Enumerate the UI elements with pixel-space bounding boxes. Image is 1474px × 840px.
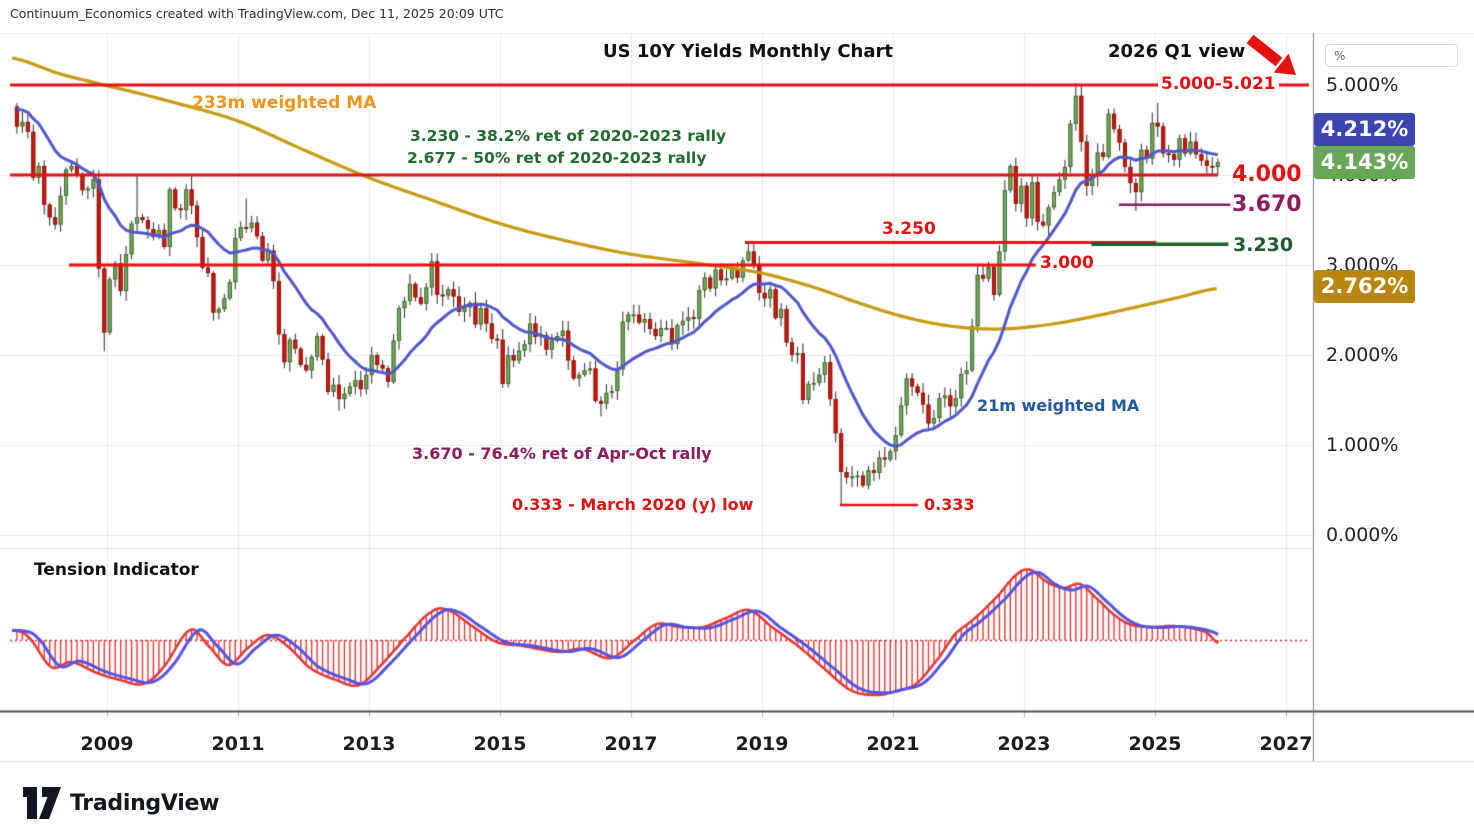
attribution-text: Continuum_Economics created with Trading…: [10, 6, 504, 21]
chart-title: US 10Y Yields Monthly Chart: [603, 41, 893, 62]
tradingview-logo-text: TradingView: [70, 790, 220, 816]
x-axis-label-2027: 2027: [1259, 733, 1313, 755]
ma21-label: 21m weighted MA: [977, 396, 1140, 415]
fib-50-label: 2.677 - 50% ret of 2020-2023 rally: [407, 149, 707, 167]
x-axis-label-2025: 2025: [1128, 733, 1182, 755]
down-right-arrow-icon: [1246, 34, 1296, 75]
price-scale-label: 5.000%: [1326, 74, 1399, 96]
tradingview-logo: TradingView: [22, 786, 219, 820]
x-axis-label-2009: 2009: [80, 733, 134, 755]
price-scale-label: 2.000%: [1326, 344, 1399, 366]
view-label: 2026 Q1 view: [1108, 41, 1246, 62]
x-axis-label-2019: 2019: [735, 733, 789, 755]
price-scale-unit-button[interactable]: %: [1325, 44, 1458, 67]
ma233-badge: 2.762%: [1314, 269, 1415, 303]
x-axis-label-2021: 2021: [866, 733, 920, 755]
level-3250-label: 3.250: [882, 219, 936, 239]
low-2020-value: 0.333: [924, 495, 975, 514]
fib-764-label: 3.670 - 76.4% ret of Apr-Oct rally: [412, 444, 712, 463]
x-axis-label-2011: 2011: [211, 733, 265, 755]
x-axis-label-2017: 2017: [604, 733, 658, 755]
x-axis-label-2023: 2023: [997, 733, 1051, 755]
tradingview-logo-icon: [23, 787, 61, 819]
fib-382-label: 3.230 - 38.2% ret of 2020-2023 rally: [410, 127, 727, 145]
ma21-badge: 4.212%: [1314, 112, 1415, 146]
price-scale-label: 1.000%: [1326, 434, 1399, 456]
low-2020-label: 0.333 - March 2020 (y) low: [512, 495, 754, 514]
x-axis-label-2015: 2015: [473, 733, 527, 755]
tension-indicator-title: Tension Indicator: [34, 560, 199, 580]
range-label: 5.000-5.021: [1158, 74, 1279, 95]
level-4000-label: 4.000: [1232, 162, 1302, 187]
level-3000-label: 3.000: [1040, 253, 1094, 273]
price-scale-label: 0.000%: [1326, 524, 1399, 546]
price-badge: 4.143%: [1314, 145, 1415, 179]
level-3230-label: 3.230: [1233, 234, 1294, 256]
level-3670-label: 3.670: [1232, 192, 1302, 217]
x-axis-label-2013: 2013: [342, 733, 396, 755]
ma233-label: 233m weighted MA: [192, 93, 377, 113]
